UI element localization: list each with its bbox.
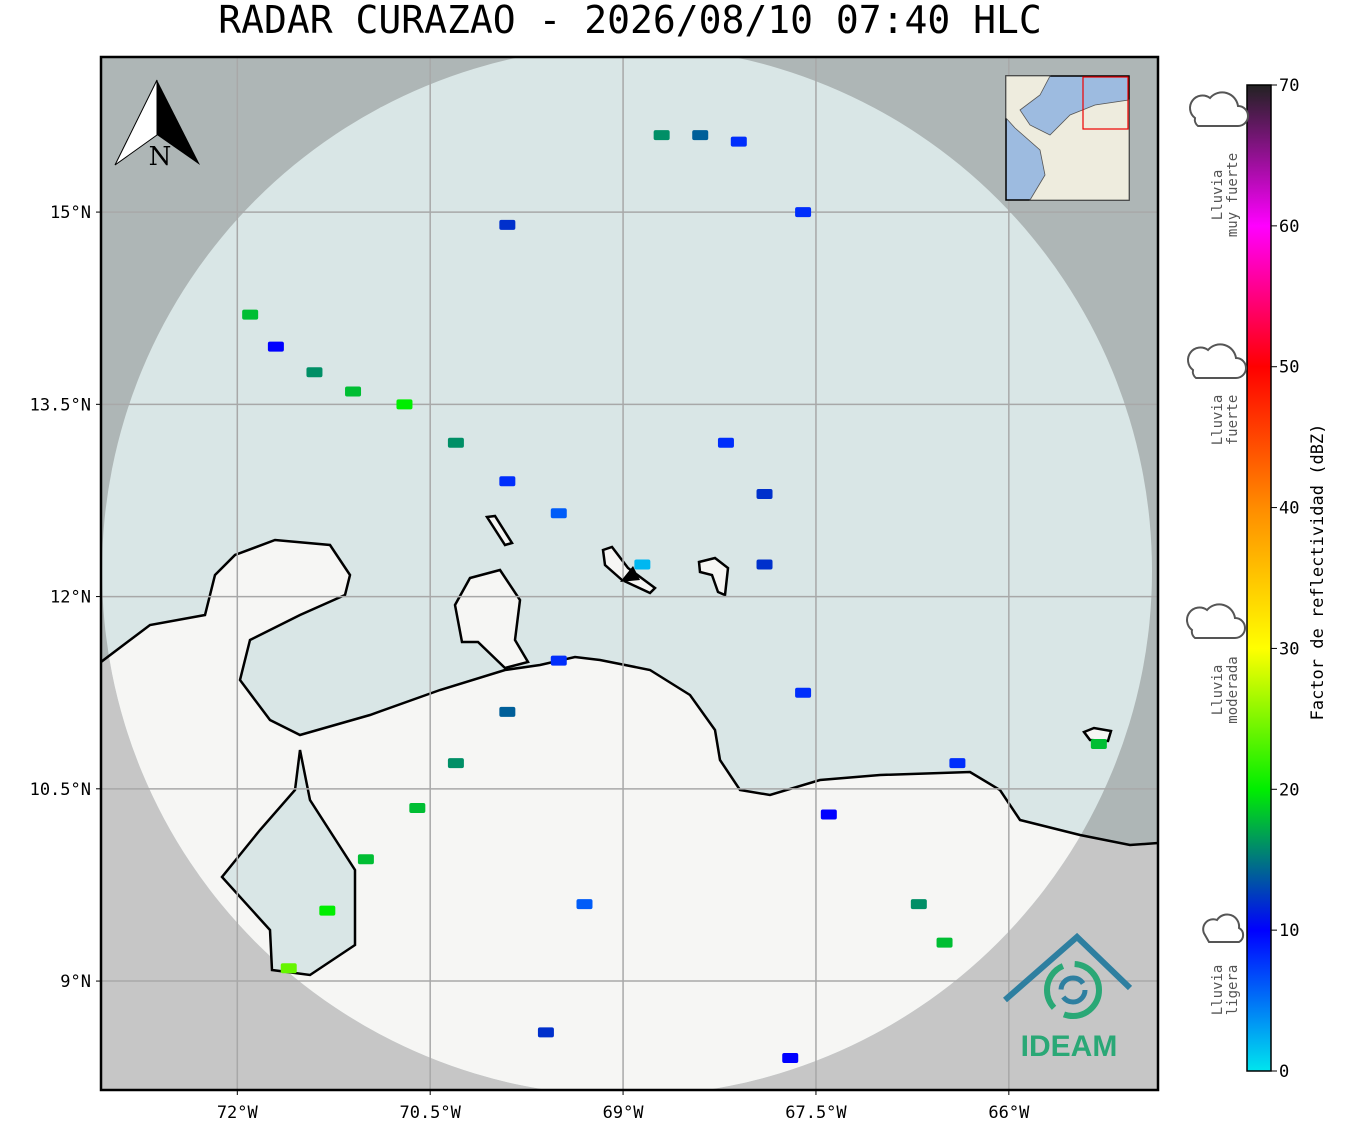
radar-echo bbox=[936, 937, 953, 948]
map-frame bbox=[99, 55, 1160, 1092]
rain-level-label: fuerte bbox=[1225, 395, 1241, 446]
x-tick-label: 70.5°W bbox=[399, 1103, 461, 1123]
radar-echo bbox=[1090, 738, 1107, 749]
radar-echo bbox=[910, 899, 927, 910]
colorbar-tick-label: 30 bbox=[1279, 639, 1299, 659]
radar-echo bbox=[550, 508, 567, 519]
radar-echo bbox=[447, 758, 464, 769]
radar-echo bbox=[396, 399, 413, 410]
north-label: N bbox=[149, 142, 172, 172]
colorbar-tick-label: 50 bbox=[1279, 358, 1299, 378]
colorbar bbox=[1246, 84, 1272, 1072]
radar-echo bbox=[782, 1052, 799, 1063]
radar-echo bbox=[242, 309, 259, 320]
colorbar-label: Factor de reflectividad (dBZ) bbox=[1308, 424, 1328, 721]
rain-level-label: moderada bbox=[1225, 656, 1241, 723]
radar-echo bbox=[499, 219, 516, 230]
radar-echo bbox=[730, 136, 747, 147]
radar-echo bbox=[319, 905, 336, 916]
x-tick-label: 66°W bbox=[988, 1103, 1030, 1123]
rain-level-label: ligera bbox=[1225, 965, 1241, 1016]
title: RADAR CURAZAO - 2026/08/10 07:40 HLC bbox=[218, 0, 1042, 42]
y-tick-label: 15°N bbox=[50, 203, 91, 223]
y-tick-label: 13.5°N bbox=[30, 395, 91, 415]
radar-echo bbox=[306, 367, 323, 378]
colorbar-tick-label: 70 bbox=[1279, 76, 1299, 96]
radar-echo bbox=[756, 559, 773, 570]
rain-level-label: Lluvia bbox=[1210, 965, 1226, 1016]
radar-echo bbox=[949, 758, 966, 769]
radar-echo bbox=[499, 476, 516, 487]
rain-level-label: Lluvia bbox=[1210, 170, 1226, 221]
y-tick-label: 9°N bbox=[60, 972, 91, 992]
y-tick-label: 10.5°N bbox=[30, 780, 91, 800]
x-tick-label: 67.5°W bbox=[785, 1103, 847, 1123]
radar-echo bbox=[653, 130, 670, 141]
north-arrow: N bbox=[114, 79, 200, 172]
colorbar-tick-label: 40 bbox=[1279, 499, 1299, 519]
radar-echo bbox=[692, 130, 709, 141]
rain-level-label: muy fuerte bbox=[1225, 153, 1241, 237]
colorbar-tick-label: 60 bbox=[1279, 217, 1299, 237]
x-tick-label: 69°W bbox=[603, 1103, 645, 1123]
radar-echo bbox=[550, 655, 567, 666]
x-tick-label: 72°W bbox=[217, 1103, 259, 1123]
radar-echo bbox=[634, 559, 651, 570]
inset-map bbox=[1005, 75, 1130, 201]
radar-echo bbox=[357, 854, 374, 865]
radar-echo bbox=[756, 489, 773, 500]
radar-echo bbox=[280, 963, 297, 974]
rain-level-label: Lluvia bbox=[1210, 395, 1226, 446]
radar-echo bbox=[795, 207, 812, 218]
y-tick-label: 12°N bbox=[50, 588, 91, 608]
radar-echo bbox=[820, 809, 837, 820]
radar-echo bbox=[447, 437, 464, 448]
logo-text: IDEAM bbox=[1021, 1030, 1118, 1063]
ideam-logo: IDEAM bbox=[1003, 932, 1133, 1063]
colorbar-tick-label: 10 bbox=[1279, 921, 1299, 941]
radar-echo bbox=[409, 803, 426, 814]
radar-echo bbox=[267, 341, 284, 352]
radar-echo bbox=[576, 899, 593, 910]
radar-echo bbox=[537, 1027, 554, 1038]
map: N IDEAM bbox=[101, 57, 1158, 1090]
colorbar-tick-label: 20 bbox=[1279, 780, 1299, 800]
radar-echo bbox=[717, 437, 734, 448]
colorbar-tick-label: 0 bbox=[1279, 1062, 1289, 1082]
rain-level-label: Lluvia bbox=[1210, 665, 1226, 716]
rain-icons bbox=[1186, 91, 1249, 943]
radar-echo bbox=[795, 687, 812, 698]
radar-echo bbox=[345, 386, 362, 397]
radar-echo bbox=[499, 706, 516, 717]
